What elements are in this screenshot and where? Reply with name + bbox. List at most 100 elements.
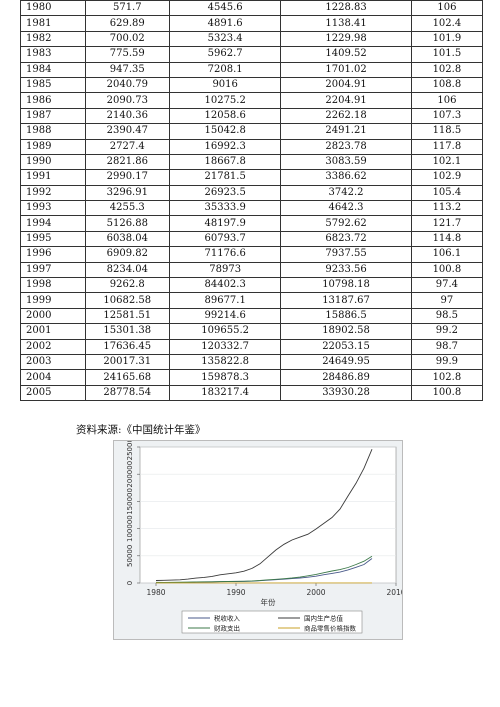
table-cell: 1983 — [20, 46, 86, 63]
table-cell: 4545.6 — [169, 0, 282, 17]
legend-label: 财政支出 — [214, 624, 240, 633]
table-row: 1986 2090.73 10275.2 2204.91 106 — [20, 92, 484, 109]
x-tick-label: 2010 — [386, 588, 402, 597]
table-cell: 700.02 — [84, 30, 171, 48]
table-cell: 1997 — [20, 261, 86, 279]
table-cell: 13187.67 — [280, 292, 412, 309]
table-cell: 3296.91 — [84, 184, 171, 202]
table-row: 2002 17636.45 120332.7 22053.15 98.7 — [20, 338, 484, 355]
table-cell: 1229.98 — [280, 30, 412, 48]
table-cell: 15301.38 — [84, 323, 171, 340]
table-cell: 1980 — [20, 0, 86, 17]
table-cell: 12058.6 — [169, 107, 282, 125]
source-note: 资料来源:《中国统计年鉴》 — [76, 424, 206, 436]
table-row: 2005 28778.54 183217.4 33930.28 100.8 — [20, 384, 484, 402]
table-cell: 2204.91 — [280, 92, 412, 109]
table-cell: 98.5 — [410, 307, 484, 325]
table-cell: 1995 — [20, 230, 86, 248]
table-cell: 2821.86 — [84, 153, 171, 171]
table-cell: 9233.56 — [280, 261, 412, 279]
table-row: 1984 947.35 7208.1 1701.02 102.8 — [20, 61, 484, 78]
table-cell: 5126.88 — [84, 215, 171, 232]
legend-label: 商品零售价格指数 — [304, 624, 357, 633]
table-cell: 2005 — [20, 384, 86, 402]
table-row: 1996 6909.82 71176.6 7937.55 106.1 — [20, 246, 484, 263]
table-cell: 60793.7 — [169, 230, 282, 248]
table-cell: 1701.02 — [280, 61, 412, 78]
table-cell: 101.9 — [410, 30, 484, 48]
table-cell: 2000 — [20, 307, 86, 325]
table-cell: 2262.18 — [280, 107, 412, 125]
table-cell: 1981 — [20, 15, 86, 32]
table-cell: 120332.7 — [169, 338, 282, 355]
plot-area — [139, 446, 397, 584]
table-cell: 102.4 — [410, 15, 484, 32]
table-row: 1993 4255.3 35333.9 4642.3 113.2 — [20, 200, 484, 217]
y-tick-label: 0 — [126, 581, 134, 585]
table-cell: 4891.6 — [169, 15, 282, 32]
table-cell: 629.89 — [84, 15, 171, 32]
table-cell: 4255.3 — [84, 200, 171, 217]
table-cell: 9262.8 — [84, 277, 171, 294]
table-cell: 1984 — [20, 61, 86, 78]
table-cell: 15886.5 — [280, 307, 412, 325]
table-cell: 1999 — [20, 292, 86, 309]
table-cell: 3742.2 — [280, 184, 412, 202]
table-cell: 2090.73 — [84, 92, 171, 109]
table-row: 1985 2040.79 9016 2004.91 108.8 — [20, 76, 484, 94]
table-row: 1990 2821.86 18667.8 3083.59 102.1 — [20, 153, 484, 171]
table-cell: 102.8 — [410, 369, 484, 386]
x-axis-label: 年份 — [261, 597, 276, 607]
table-row: 2001 15301.38 109655.2 18902.58 99.2 — [20, 323, 484, 340]
table-row: 1981 629.89 4891.6 1138.41 102.4 — [20, 15, 484, 32]
series-line-1 — [155, 449, 373, 581]
table-row: 2004 24165.68 159878.3 28486.89 102.8 — [20, 369, 484, 386]
table-cell: 71176.6 — [169, 246, 282, 263]
table-cell: 89677.1 — [169, 292, 282, 309]
table-cell: 105.4 — [410, 184, 484, 202]
table-cell: 24165.68 — [84, 369, 171, 386]
table-cell: 108.8 — [410, 76, 484, 94]
table-cell: 2727.4 — [84, 138, 171, 155]
x-tick-label: 2000 — [306, 588, 325, 597]
table-cell: 106 — [410, 0, 484, 17]
table-cell: 1987 — [20, 107, 86, 125]
table-cell: 15042.8 — [169, 123, 282, 140]
table-cell: 6038.04 — [84, 230, 171, 248]
table-cell: 159878.3 — [169, 369, 282, 386]
table-cell: 2004 — [20, 369, 86, 386]
table-cell: 2002 — [20, 338, 86, 355]
table-cell: 1986 — [20, 92, 86, 109]
table-cell: 2001 — [20, 323, 86, 340]
table-row: 1997 8234.04 78973 9233.56 100.8 — [20, 261, 484, 279]
table-cell: 99214.6 — [169, 307, 282, 325]
table-cell: 21781.5 — [169, 169, 282, 186]
table-cell: 33930.28 — [280, 384, 412, 402]
table-cell: 5792.62 — [280, 215, 412, 232]
y-tick-label: 200000 — [126, 461, 134, 488]
y-tick-label: 250000 — [126, 441, 134, 460]
table-cell: 1992 — [20, 184, 86, 202]
table-cell: 22053.15 — [280, 338, 412, 355]
table-row: 1998 9262.8 84402.3 10798.18 97.4 — [20, 277, 484, 294]
table-cell: 20017.31 — [84, 353, 171, 371]
table-cell: 2990.17 — [84, 169, 171, 186]
table-cell: 6909.82 — [84, 246, 171, 263]
table-cell: 2003 — [20, 353, 86, 371]
table-cell: 2823.78 — [280, 138, 412, 155]
x-tick-label: 1990 — [226, 588, 245, 597]
table-cell: 99.9 — [410, 353, 484, 371]
table-cell: 97.4 — [410, 277, 484, 294]
table-cell: 571.7 — [84, 0, 171, 17]
y-tick-label: 50000 — [126, 545, 134, 567]
table-cell: 100.8 — [410, 384, 484, 402]
table-cell: 18667.8 — [169, 153, 282, 171]
table-cell: 10682.58 — [84, 292, 171, 309]
table-cell: 98.7 — [410, 338, 484, 355]
table-cell: 99.2 — [410, 323, 484, 340]
table-row: 1991 2990.17 21781.5 3386.62 102.9 — [20, 169, 484, 186]
table-cell: 106 — [410, 92, 484, 109]
x-tick-label: 1980 — [146, 588, 165, 597]
table-cell: 9016 — [169, 76, 282, 94]
